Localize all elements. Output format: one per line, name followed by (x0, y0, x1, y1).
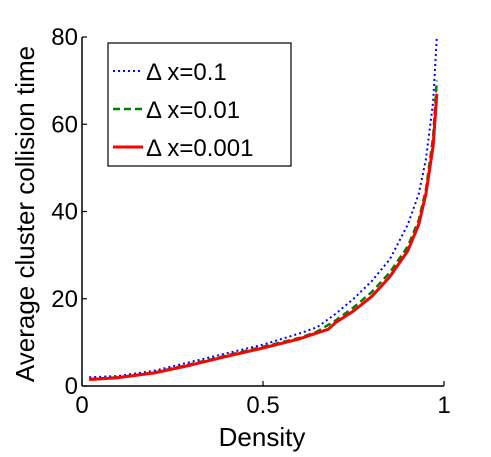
y-tick-label-3: 60 (51, 111, 78, 138)
y-tick-label-2: 40 (51, 199, 78, 226)
legend-label-0: Δ x=0.1 (146, 59, 227, 86)
series-layer (89, 36, 439, 381)
x-axis-label: Density (219, 422, 306, 452)
x-tick-label-2: 1 (437, 392, 450, 419)
legend: Δ x=0.1 Δ x=0.01 Δ x=0.001 (107, 42, 292, 167)
y-axis-label: Average cluster collision time (10, 46, 40, 382)
tick-labels: 0 0.5 1 0 20 40 60 80 (51, 24, 450, 419)
y-tick-label-4: 80 (51, 24, 78, 51)
legend-label-1: Δ x=0.01 (146, 97, 240, 124)
series-line-0 (89, 36, 438, 379)
legend-label-2: Δ x=0.001 (146, 135, 253, 162)
y-tick-label-1: 20 (51, 286, 78, 313)
x-tick-label-0: 0 (75, 392, 88, 419)
series-line-2 (89, 93, 439, 381)
x-tick-label-1: 0.5 (246, 392, 279, 419)
y-tick-label-0: 0 (65, 373, 78, 400)
